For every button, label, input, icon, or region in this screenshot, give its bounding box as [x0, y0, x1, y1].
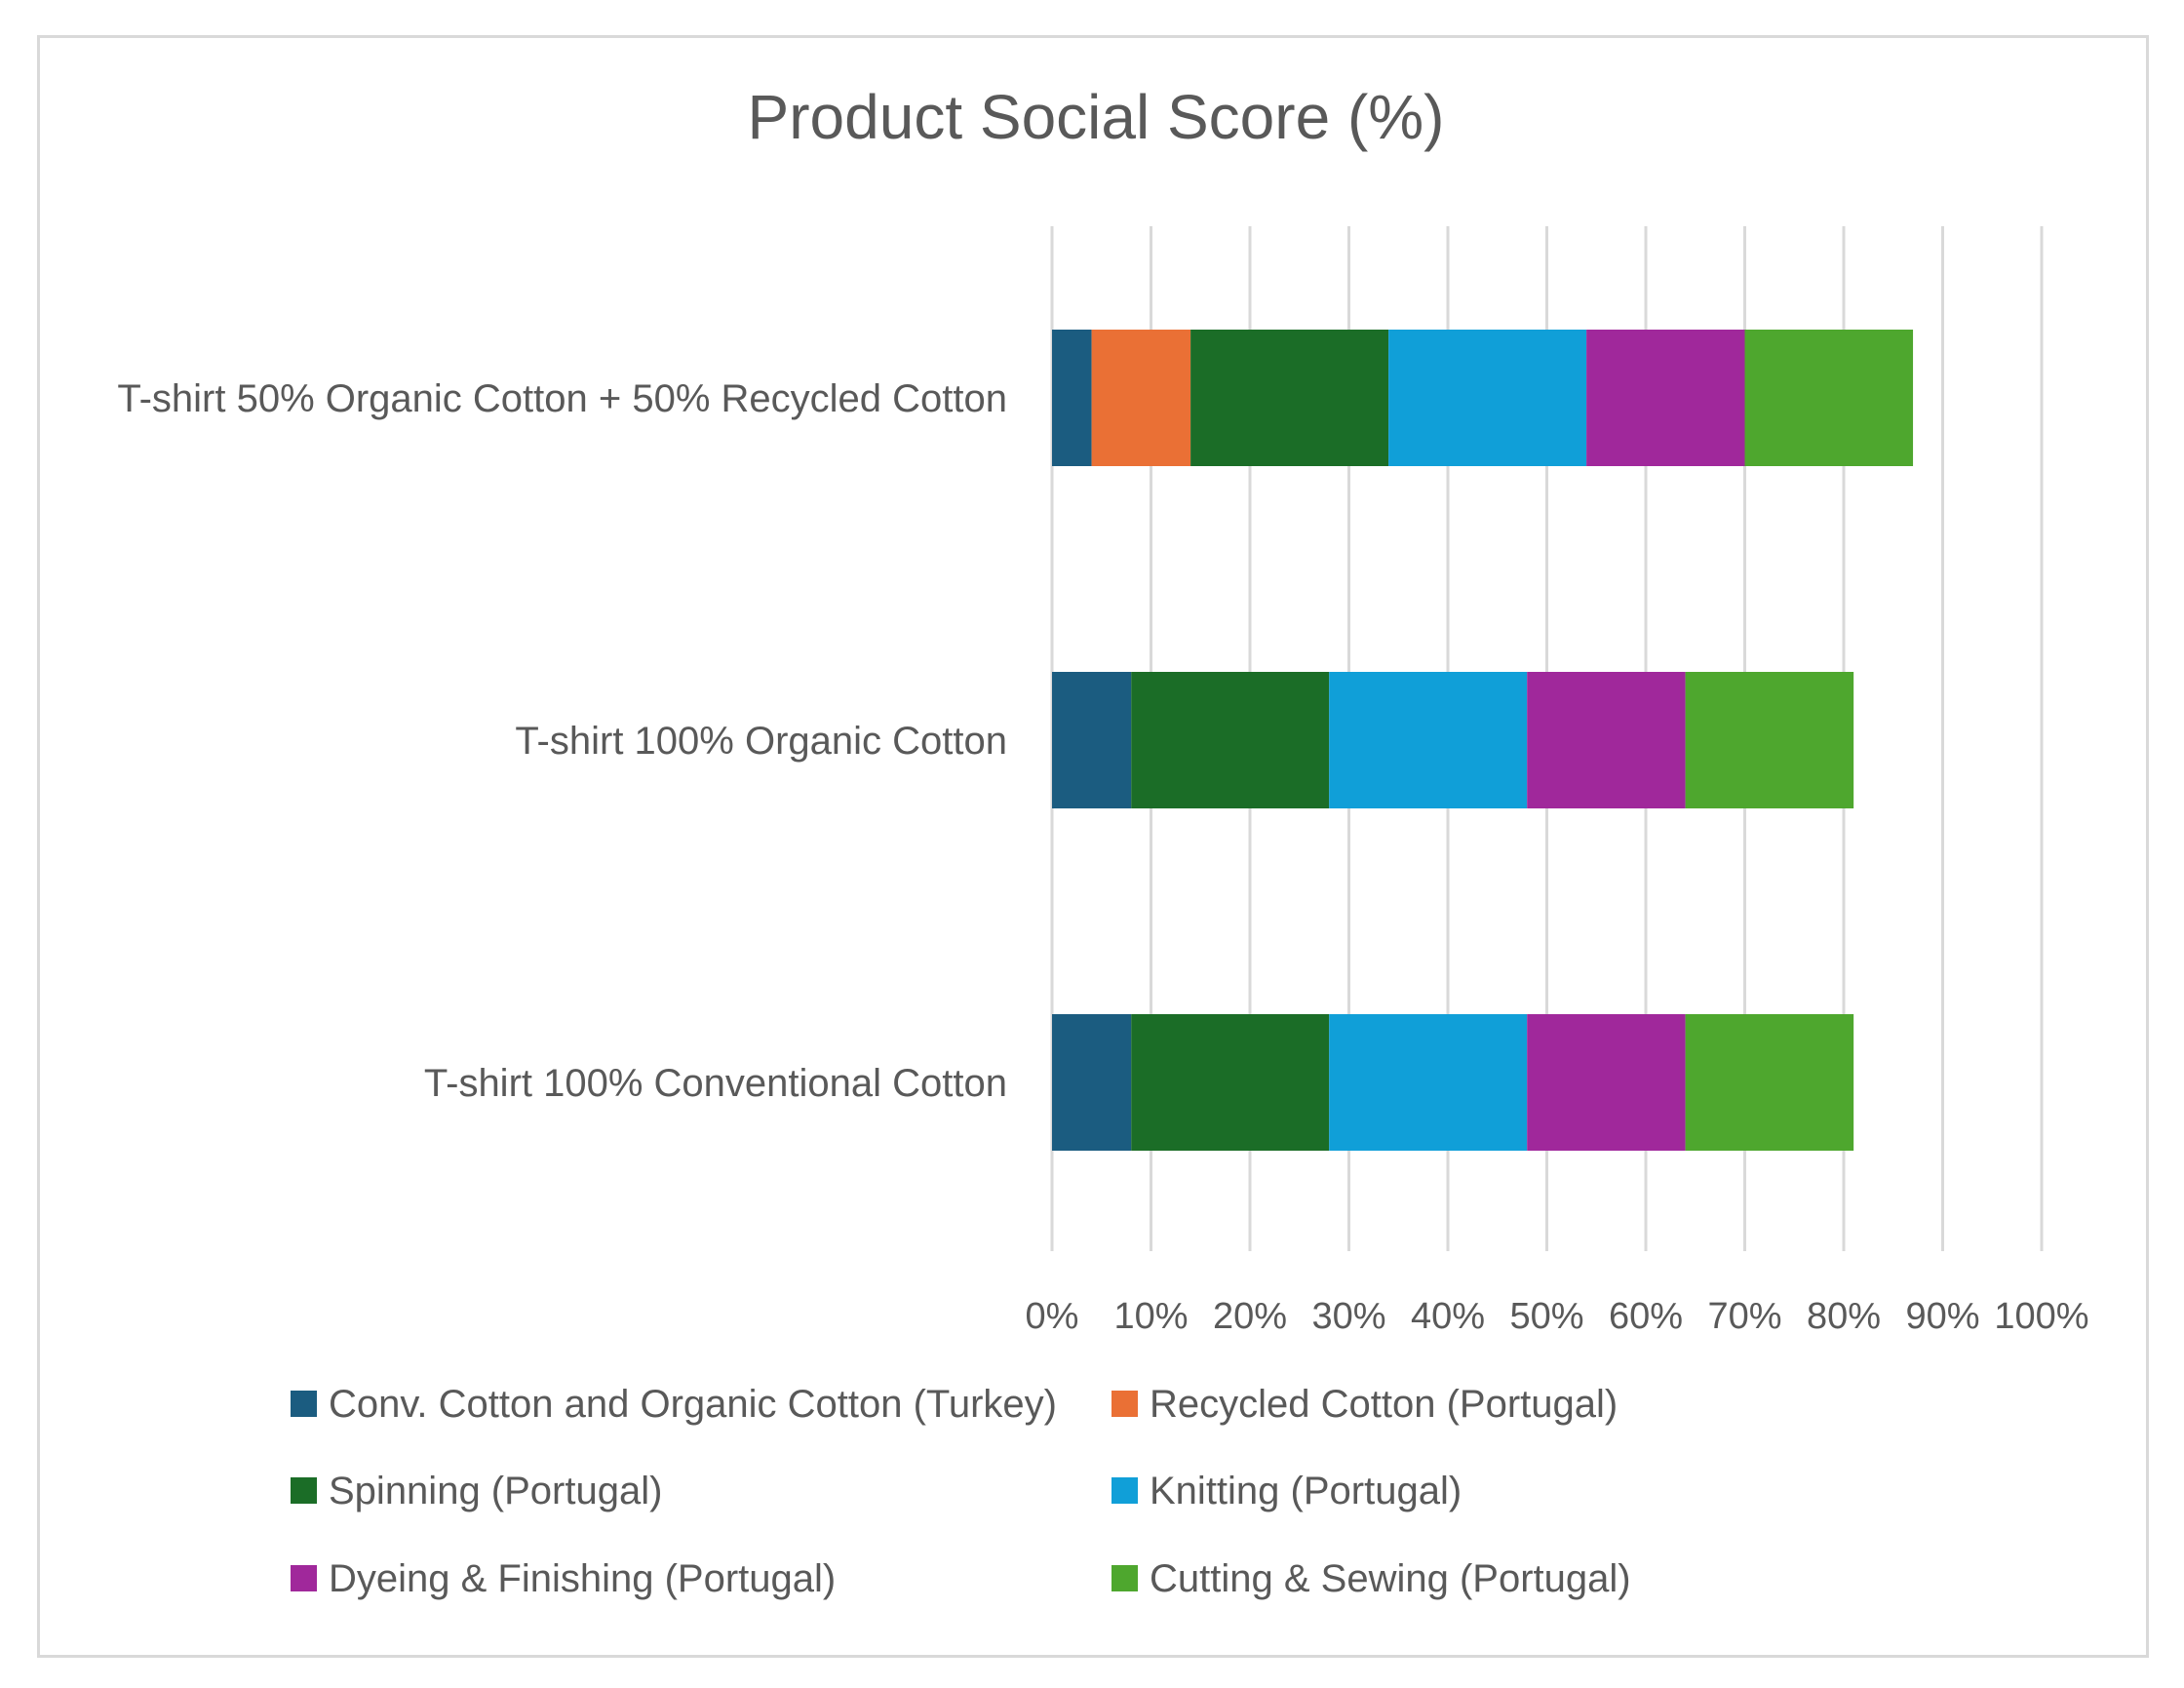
x-axis-ticks: 0% 10% 20% 30% 40% 50% 60% 70% 80% 90% 100% — [1026, 1296, 2089, 1337]
x-tick-label-20: 20% — [1213, 1296, 1287, 1337]
legend-label-5: Dyeing & Finishing (Portugal) — [329, 1557, 836, 1600]
bar-segment-2-1 — [1052, 672, 1132, 808]
x-tick-label-60: 60% — [1609, 1296, 1683, 1337]
x-tick-label-90: 90% — [1905, 1296, 1979, 1337]
bar-segment-1-2 — [1091, 330, 1191, 466]
x-tick-label-80: 80% — [1807, 1296, 1881, 1337]
x-tick-label-30: 30% — [1311, 1296, 1385, 1337]
bar-segment-1-4 — [1388, 330, 1587, 466]
chart-frame — [37, 35, 2149, 1658]
category-label-3: T-shirt 100% Conventional Cotton — [424, 1062, 1007, 1105]
bar-segment-1-5 — [1586, 330, 1745, 466]
x-tick-label-70: 70% — [1707, 1296, 1781, 1337]
legend: Conv. Cotton and Organic Cotton (Turkey)… — [291, 1383, 1631, 1600]
category-label-2: T-shirt 100% Organic Cotton — [515, 720, 1007, 763]
legend-label-6: Cutting & Sewing (Portugal) — [1150, 1557, 1631, 1600]
bar-segment-2-5 — [1527, 672, 1686, 808]
category-labels: T-shirt 50% Organic Cotton + 50% Recycle… — [117, 377, 1007, 1105]
legend-label-3: Spinning (Portugal) — [329, 1470, 662, 1512]
legend-label-4: Knitting (Portugal) — [1150, 1470, 1462, 1512]
legend-swatch-2 — [1112, 1391, 1138, 1417]
bar-segment-3-6 — [1685, 1014, 1854, 1151]
bar-segment-1-6 — [1744, 330, 1914, 466]
x-tick-label-100: 100% — [1994, 1296, 2088, 1337]
bar-segment-2-4 — [1329, 672, 1528, 808]
x-tick-label-40: 40% — [1411, 1296, 1485, 1337]
bar-segment-2-3 — [1131, 672, 1330, 808]
bar-segment-3-1 — [1052, 1014, 1132, 1151]
legend-swatch-6 — [1112, 1565, 1138, 1591]
bar-segment-3-4 — [1329, 1014, 1528, 1151]
category-label-1: T-shirt 50% Organic Cotton + 50% Recycle… — [117, 377, 1007, 420]
bar-segment-2-6 — [1685, 672, 1854, 808]
bars — [1052, 330, 1914, 1151]
chart-title: Product Social Score (%) — [748, 82, 1445, 152]
bar-segment-1-1 — [1052, 330, 1092, 466]
x-tick-label-10: 10% — [1113, 1296, 1188, 1337]
legend-swatch-5 — [291, 1565, 317, 1591]
legend-swatch-3 — [291, 1477, 317, 1504]
legend-label-2: Recycled Cotton (Portugal) — [1150, 1383, 1618, 1426]
x-tick-label-0: 0% — [1026, 1296, 1079, 1337]
legend-label-1: Conv. Cotton and Organic Cotton (Turkey) — [329, 1383, 1057, 1426]
legend-swatch-1 — [291, 1391, 317, 1417]
legend-swatch-4 — [1112, 1477, 1138, 1504]
x-tick-label-50: 50% — [1509, 1296, 1583, 1337]
bar-segment-3-5 — [1527, 1014, 1686, 1151]
bar-segment-1-3 — [1190, 330, 1389, 466]
bar-segment-3-3 — [1131, 1014, 1330, 1151]
